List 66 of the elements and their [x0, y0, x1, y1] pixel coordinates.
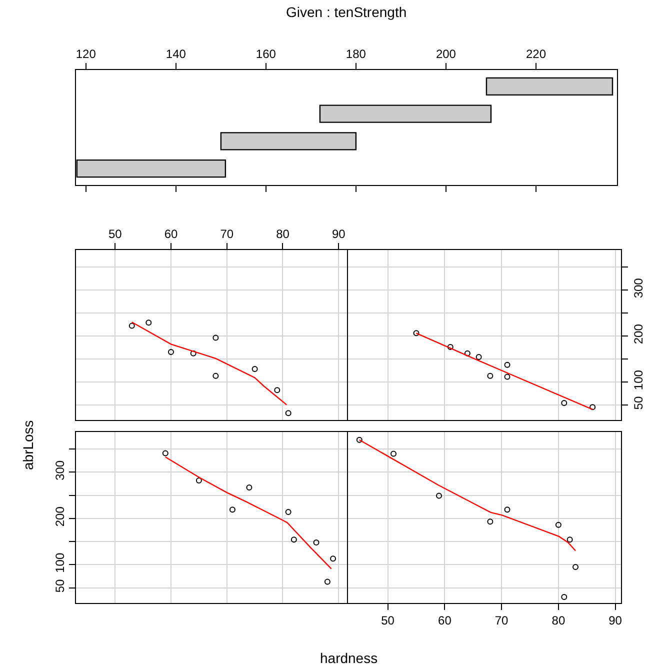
point	[212, 372, 219, 379]
point	[487, 518, 494, 525]
point	[390, 450, 396, 457]
y-tick-label: 50	[632, 396, 646, 410]
point	[285, 410, 292, 416]
point	[290, 536, 297, 543]
x-tick-label: 180	[346, 47, 366, 62]
x-tick-label: 120	[76, 47, 96, 62]
x-tick-label: 50	[108, 227, 122, 242]
y-tick-label: 50	[53, 578, 68, 593]
point	[504, 362, 510, 368]
point	[566, 536, 573, 543]
y-tick-label: 300	[632, 278, 646, 298]
point	[413, 330, 420, 336]
y-tick-label: 200	[53, 506, 68, 527]
point	[572, 564, 578, 570]
x-tick-label: 60	[438, 614, 452, 628]
point	[252, 366, 258, 372]
point	[590, 404, 596, 410]
point	[561, 594, 568, 600]
x-tick-label: 90	[608, 614, 622, 628]
y-axis-title: abrLoss	[20, 420, 36, 470]
point	[212, 334, 219, 341]
x-tick-label: 140	[166, 47, 186, 62]
point	[504, 506, 510, 513]
bar	[220, 132, 357, 150]
point	[146, 320, 152, 326]
bar	[486, 77, 614, 96]
point	[504, 374, 510, 380]
point	[313, 539, 320, 546]
point	[476, 354, 482, 360]
y-tick-label: 200	[632, 324, 646, 344]
point	[356, 436, 362, 443]
point	[561, 400, 568, 406]
point	[190, 350, 196, 356]
point	[555, 522, 562, 528]
x-tick-label: 60	[164, 227, 178, 242]
y-tick-label: 100	[632, 370, 646, 390]
x-tick-label: 50	[381, 614, 395, 628]
x-tick-label: 80	[552, 614, 566, 628]
point	[487, 372, 494, 379]
point	[246, 484, 252, 490]
x-tick-label: 220	[526, 47, 546, 62]
point	[324, 578, 330, 585]
x-axis-title: hardness	[320, 650, 378, 666]
y-tick-label: 300	[53, 460, 68, 480]
x-tick-label: 70	[494, 614, 509, 628]
x-tick-label: 70	[220, 227, 234, 242]
x-tick-label: 160	[256, 47, 276, 62]
point	[447, 344, 454, 350]
point	[330, 556, 336, 562]
point	[229, 506, 236, 513]
x-tick-label: 90	[332, 227, 346, 242]
y-tick-label: 100	[53, 552, 68, 573]
point	[436, 492, 442, 499]
x-tick-label: 200	[436, 47, 456, 62]
bar	[319, 104, 492, 123]
point	[162, 450, 168, 456]
point	[168, 349, 174, 355]
point	[196, 478, 202, 484]
point	[128, 322, 135, 329]
chart-title: Given : tenStrength	[286, 4, 407, 20]
x-tick-label: 80	[276, 227, 290, 242]
point	[274, 387, 280, 394]
point	[285, 508, 292, 515]
point	[464, 350, 470, 356]
